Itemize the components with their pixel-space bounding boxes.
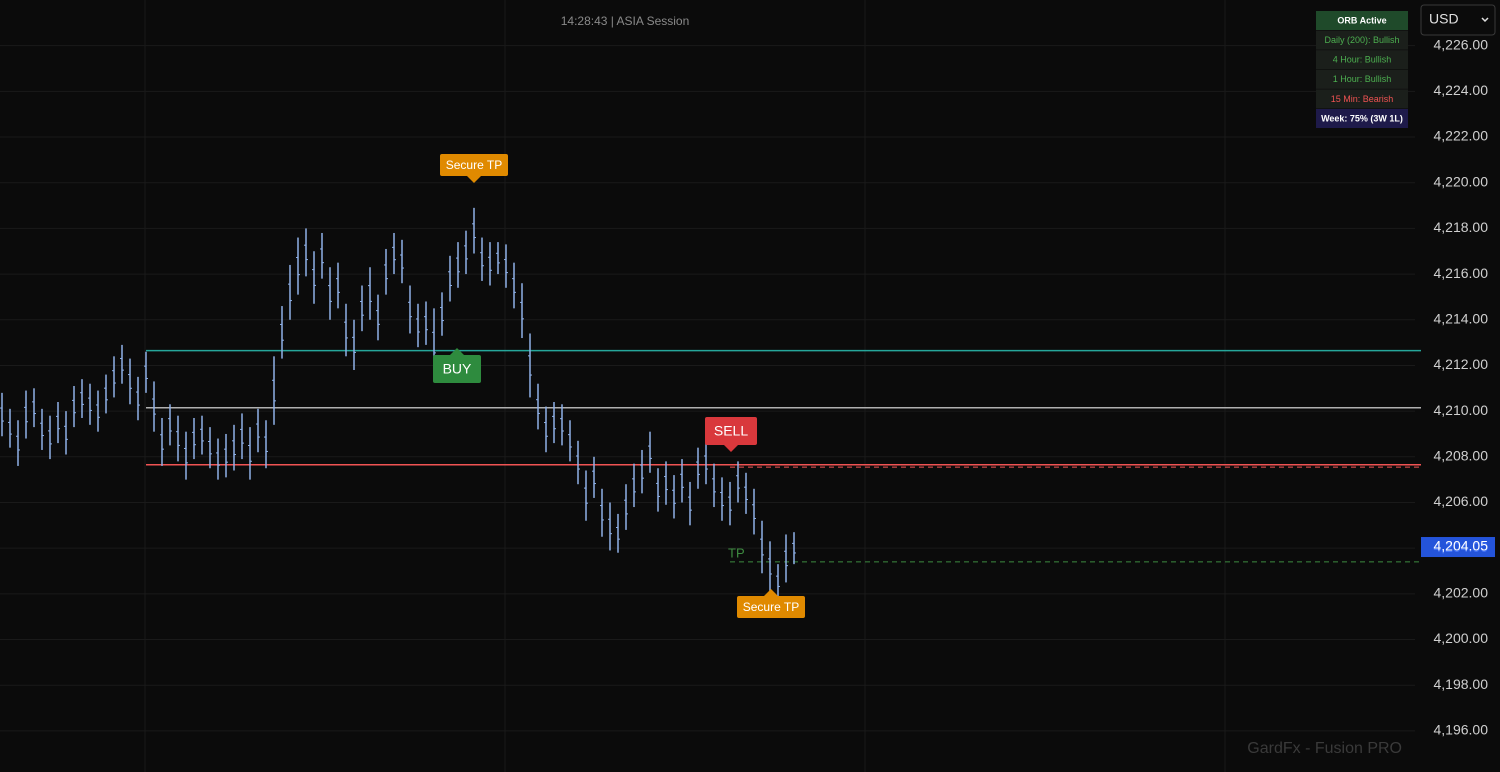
status-row [1316,109,1408,128]
tp-label: TP [728,545,745,560]
status-row [1316,50,1408,70]
y-tick-label: 4,224.00 [1434,82,1489,98]
status-row [1316,11,1408,30]
y-tick-label: 4,220.00 [1434,173,1489,189]
signal-label: SELL [714,423,748,439]
y-tick-label: 4,222.00 [1434,128,1489,144]
signal-marker: SELL [705,417,757,452]
signal-marker: Secure TP [440,154,508,183]
last-price-label: 4,204.05 [1434,538,1489,554]
status-text: 4 Hour: Bullish [1333,55,1392,65]
signal-box [433,355,481,383]
status-text: 15 Min: Bearish [1331,94,1394,104]
signal-box [737,596,805,618]
status-text: 1 Hour: Bullish [1333,74,1392,84]
y-tick-label: 4,200.00 [1434,630,1489,646]
signal-pointer [724,445,738,452]
y-tick-label: 4,208.00 [1434,448,1489,464]
signal-pointer [467,176,481,183]
y-tick-label: 4,198.00 [1434,676,1489,692]
status-text: Daily (200): Bullish [1324,35,1399,45]
signal-marker: Secure TP [737,589,805,618]
vertical-grid [144,0,1226,772]
status-row [1316,30,1408,50]
currency-box[interactable] [1420,4,1496,36]
signal-label: Secure TP [446,158,502,172]
signal-label: Secure TP [743,600,799,614]
last-price-box [1421,537,1495,558]
signal-label: BUY [443,361,472,377]
y-tick-label: 4,226.00 [1434,36,1489,52]
signal-pointer [450,348,464,355]
status-row [1316,69,1408,89]
signal-box [705,417,757,445]
currency-label[interactable]: USD [1429,11,1459,27]
y-tick-label: 4,214.00 [1434,310,1489,326]
dropdown-arrow [1481,17,1489,23]
signal-box [440,154,508,176]
watermark: GardFx - Fusion PRO [1247,740,1402,757]
session-label: 14:28:43 | ASIA Session [561,14,690,28]
currency-select[interactable]: USD [1420,4,1496,36]
y-tick-label: 4,212.00 [1434,356,1489,372]
y-tick-label: 4,218.00 [1434,219,1489,235]
y-tick-label: 4,202.00 [1434,585,1489,601]
status-row [1316,89,1408,109]
y-tick-label: 4,210.00 [1434,402,1489,418]
signal-pointer [764,589,778,596]
status-text: ORB Active [1337,15,1386,25]
y-tick-label: 4,206.00 [1434,493,1489,509]
status-text: Week: 75% (3W 1L) [1321,113,1403,123]
y-tick-label: 4,196.00 [1434,722,1489,738]
y-tick-label: 4,216.00 [1434,265,1489,281]
signal-marker: BUY [433,348,481,383]
